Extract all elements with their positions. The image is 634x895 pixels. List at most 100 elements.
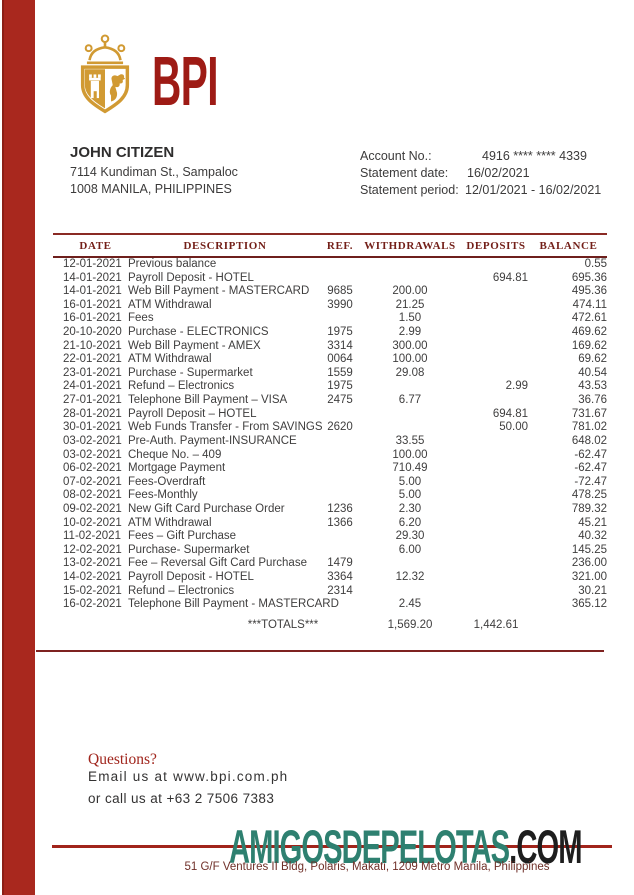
ref-cell: 0064: [327, 353, 353, 366]
tower-door: [93, 91, 97, 99]
description-cell: Refund – Electronics: [128, 380, 235, 393]
header-withdrawals: WITHDRAWALS: [364, 240, 456, 252]
deposit-cell: [462, 353, 530, 367]
ref-cell: [322, 476, 358, 490]
withdrawal-cell: 29.30: [395, 530, 425, 543]
watermark-strike-line: [52, 845, 612, 848]
footer-address: 51 G/F Ventures II Bldg, Polaris, Makati…: [184, 861, 550, 873]
date-cell: 15-02-2021: [63, 584, 122, 597]
ref-cell: [322, 435, 358, 449]
description-cell: Fees-Monthly: [128, 489, 198, 502]
ref-cell: 3314: [327, 339, 353, 352]
deposit-cell: 694.81: [492, 271, 528, 284]
watermark-tld: .COM: [509, 820, 582, 873]
ref-cell: 1366: [327, 516, 353, 529]
date-cell: 20-10-2020: [63, 326, 122, 339]
totals-row: ***TOTALS*** 1,569.20 1,442.61: [53, 619, 607, 631]
withdrawal-cell: 5.00: [398, 475, 422, 488]
table-row: 12-01-2021 Previous balance 0.55: [53, 258, 607, 272]
header-deposits: DEPOSITS: [466, 240, 526, 252]
date-cell: 24-01-2021: [63, 380, 122, 393]
withdrawal-cell: 100.00: [392, 353, 428, 366]
customer-address-line2: 1008 MANILA, PHILIPPINES: [70, 181, 232, 196]
description-cell: Purchase- Supermarket: [128, 543, 250, 556]
withdrawal-cell: 6.00: [398, 543, 422, 556]
withdrawal-cell: [358, 272, 462, 286]
balance-cell: 30.21: [578, 584, 607, 597]
ref-cell: 1559: [327, 366, 353, 379]
date-cell: 14-01-2021: [63, 271, 122, 284]
email-contact-line: Email us at www.bpi.com.ph: [88, 769, 289, 784]
ref-cell: [322, 598, 358, 612]
deposit-cell: [462, 326, 530, 340]
account-info-block: Account No.: 4916 **** **** 4339 Stateme…: [360, 148, 601, 199]
deposit-cell: [462, 598, 530, 612]
withdrawal-cell: 1.50: [398, 312, 422, 325]
withdrawal-cell: [358, 421, 462, 435]
ref-cell: 3364: [327, 571, 353, 584]
description-cell: ATM Withdrawal: [128, 353, 212, 366]
table-row: 11-02-2021 Fees – Gift Purchase 29.30 40.32: [53, 530, 607, 544]
description-cell: Pre-Auth. Payment-INSURANCE: [128, 434, 297, 447]
withdrawal-cell: [358, 408, 462, 422]
deposit-cell: [462, 585, 530, 599]
table-row: 13-02-2021 Fee – Reversal Gift Card Purch…: [53, 557, 607, 571]
table-row: 30-01-2021 Web Funds Transfer - From SAVI…: [53, 421, 607, 435]
balance-cell: 469.62: [571, 326, 607, 339]
left-red-bar: [2, 0, 35, 895]
statement-period-value: 12/01/2021 - 16/02/2021: [465, 183, 602, 197]
ref-cell: 2620: [327, 421, 353, 434]
account-no-label: Account No.:: [360, 149, 432, 163]
table-row: 21-10-2021 Web Bill Payment - AMEX 3314 300…: [53, 340, 607, 354]
deposit-cell: [462, 517, 530, 531]
balance-cell: 45.21: [578, 516, 607, 529]
balance-cell: 472.61: [571, 312, 607, 325]
ref-cell: 2475: [327, 394, 353, 407]
table-row: 07-02-2021 Fees-Overdraft 5.00 -72.47: [53, 476, 607, 490]
date-cell: 30-01-2021: [63, 421, 122, 434]
table-row: 14-02-2021 Payroll Deposit - HOTEL 3364 12.…: [53, 571, 607, 585]
description-cell: Fees – Gift Purchase: [128, 530, 237, 543]
deposit-cell: [462, 285, 530, 299]
balance-cell: 648.02: [571, 434, 607, 447]
table-row: 16-01-2021 ATM Withdrawal 3990 21.25 474.11: [53, 299, 607, 313]
withdrawal-cell: [358, 557, 462, 571]
table-header: DATE DESCRIPTION REF. WITHDRAWALS DEPOSI…: [53, 233, 607, 258]
balance-cell: 474.11: [572, 298, 607, 311]
withdrawal-cell: 100.00: [392, 448, 428, 461]
balance-cell: 478.25: [571, 489, 607, 502]
ref-cell: [322, 408, 358, 422]
table-row: 14-01-2021 Payroll Deposit - HOTEL 694.81 6…: [53, 272, 607, 286]
ref-cell: [322, 258, 358, 272]
balance-cell: 495.36: [571, 285, 607, 298]
description-cell: Purchase - ELECTRONICS: [128, 326, 269, 339]
balance-cell: 40.54: [578, 366, 607, 379]
date-cell: 11-02-2021: [63, 530, 121, 543]
ref-cell: 1479: [327, 557, 353, 570]
date-cell: 06-02-2021: [63, 462, 122, 475]
balance-cell: 365.12: [571, 598, 607, 611]
deposit-cell: [462, 435, 530, 449]
table-row: 08-02-2021 Fees-Monthly 5.00 478.25: [53, 489, 607, 503]
header-ref: REF.: [326, 240, 354, 252]
date-cell: 16-01-2021: [63, 298, 122, 311]
deposit-cell: [462, 258, 530, 272]
customer-block: JOHN CITIZEN 7114 Kundiman St., Sampaloc…: [70, 144, 238, 197]
withdrawal-cell: 2.99: [398, 326, 422, 339]
withdrawal-cell: 2.45: [398, 598, 422, 611]
date-cell: 03-02-2021: [63, 448, 122, 461]
withdrawal-cell: 6.20: [398, 516, 422, 529]
description-cell: Web Bill Payment - MASTERCARD: [128, 285, 310, 298]
withdrawal-cell: 300.00: [392, 339, 428, 352]
table-row: 14-01-2021 Web Bill Payment - MASTERCARD 9…: [53, 285, 607, 299]
description-cell: New Gift Card Purchase Order: [128, 502, 285, 515]
description-cell: Refund – Electronics: [128, 584, 235, 597]
watermark: AMIGOSDEPELOTAS.COM: [229, 823, 582, 870]
withdrawal-cell: 21.25: [395, 298, 425, 311]
deposit-cell: [462, 476, 530, 490]
date-cell: 12-01-2021: [63, 258, 122, 270]
deposit-cell: [462, 503, 530, 517]
lion-emblem: [109, 74, 126, 102]
table-row: 09-02-2021 New Gift Card Purchase Order 12…: [53, 503, 607, 517]
table-row: 23-01-2021 Purchase - Supermarket 1559 29.0…: [53, 367, 607, 381]
